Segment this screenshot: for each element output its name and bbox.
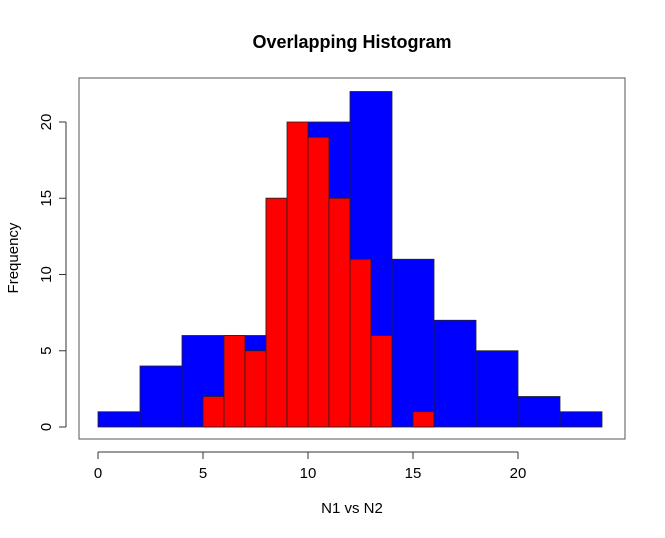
bar-series2-bin-5: [202, 396, 225, 428]
y-tick-label-0: 0: [38, 423, 55, 431]
x-tick-label-10: 10: [300, 465, 317, 482]
bar-series1-bin-0: [97, 411, 141, 428]
bar-series2-bin-11: [328, 197, 351, 428]
bar-series1-bin-14: [391, 258, 435, 428]
y-tick-label-10: 10: [38, 266, 55, 283]
x-axis-label: N1 vs N2: [321, 500, 383, 517]
bar-series2-bin-12: [349, 258, 372, 428]
bar-series1-bin-18: [475, 350, 519, 428]
x-tick-label-20: 20: [510, 465, 527, 482]
y-tick-label-5: 5: [38, 347, 55, 355]
bar-series1-bin-2: [139, 365, 183, 428]
x-axis: 0 5 10 15 20: [94, 451, 527, 482]
x-tick-label-5: 5: [199, 465, 207, 482]
bar-series1-bin-22: [559, 411, 603, 428]
bar-series2-bin-8: [265, 197, 288, 428]
bar-series2-bin-6: [223, 335, 246, 428]
y-axis-label: Frequency: [5, 222, 22, 293]
bars-layer: [97, 91, 603, 428]
bar-series1-bin-20: [517, 396, 561, 428]
y-tick-label-15: 15: [38, 190, 55, 207]
bar-series2-bin-7: [244, 350, 267, 428]
bar-series1-bin-16: [433, 319, 477, 428]
bar-series2-bin-9: [286, 121, 309, 428]
bar-series2-bin-10: [307, 136, 330, 428]
plot-box: [78, 77, 626, 440]
y-tick-label-20: 20: [38, 114, 55, 131]
bar-series2-bin-13: [370, 335, 393, 428]
chart-title: Overlapping Histogram: [252, 32, 451, 52]
bar-series2-bin-15: [412, 411, 435, 428]
y-axis: 0 5 10 15 20: [38, 114, 67, 431]
x-tick-label-15: 15: [405, 465, 422, 482]
x-tick-label-0: 0: [94, 465, 102, 482]
